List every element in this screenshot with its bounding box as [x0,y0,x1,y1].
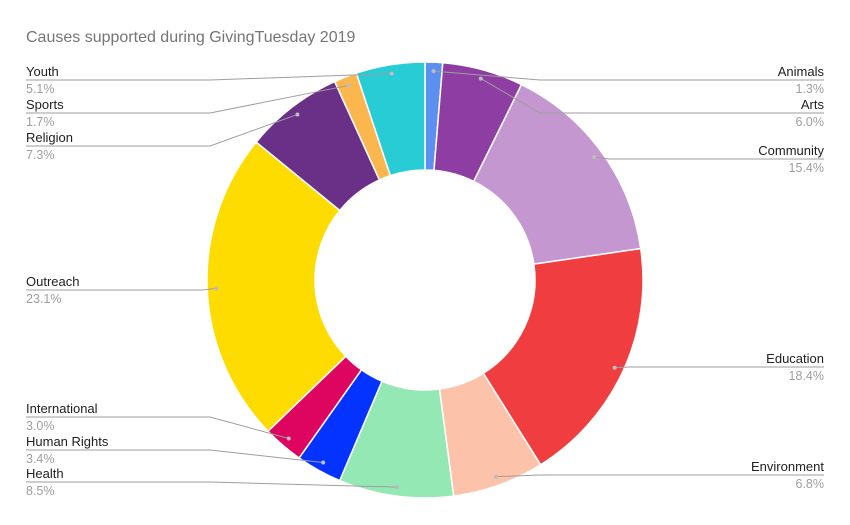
label-arts: Arts [801,97,825,112]
percent-international: 3.0% [26,419,55,433]
leader-dot-human-rights [321,460,326,465]
leader-dot-international [286,436,291,441]
leader-line-health [26,481,397,488]
leader-dot-sports [346,83,351,88]
slice-youth[interactable] [355,61,426,177]
percent-youth: 5.1% [26,82,55,96]
leader-dot-arts [478,76,483,81]
label-sports: Sports [26,97,64,112]
leader-line-education [614,366,824,369]
chart-title: Causes supported during GivingTuesday 20… [26,29,355,46]
percent-animals: 1.3% [796,82,825,96]
percent-outreach: 23.1% [26,292,61,306]
leader-lines-group [26,69,824,490]
percent-environment: 6.8% [796,477,825,491]
leader-line-outreach [26,288,217,291]
leader-dot-environment [493,474,498,479]
label-religion: Religion [26,130,73,145]
label-human-rights: Human Rights [26,434,109,449]
leader-dot-community [592,155,597,160]
leader-dot-youth [389,71,394,76]
percent-religion: 7.3% [26,148,55,162]
leader-line-international [26,416,289,439]
leader-line-youth [26,73,392,81]
leader-dot-education [612,365,617,370]
percent-arts: 6.0% [796,115,825,129]
labels-group: Animals 1.3%Arts 6.0% Community 15.4% Educati… [26,64,824,498]
label-youth: Youth [26,64,59,79]
leader-line-sports [26,84,349,114]
percent-sports: 1.7% [26,115,55,129]
leader-line-community [594,156,824,160]
leader-line-human-rights [26,449,324,464]
label-environment: Environment [751,459,824,474]
label-international: International [26,401,98,416]
label-community: Community [758,143,824,158]
label-education: Education [766,351,824,366]
leader-dot-animals [431,69,436,74]
leader-line-environment [495,474,824,478]
leader-line-animals [433,70,824,81]
leader-dot-religion [295,112,300,117]
percent-education: 18.4% [789,369,824,383]
slice-community[interactable] [472,83,642,266]
percent-community: 15.4% [789,161,824,175]
percent-human-rights: 3.4% [26,452,55,466]
leader-dot-outreach [214,286,219,291]
percent-health: 8.5% [26,484,55,498]
slice-education[interactable] [482,247,644,466]
label-health: Health [26,466,64,481]
leader-line-religion [26,113,298,147]
label-animals: Animals [778,64,825,79]
leader-dot-health [394,485,399,490]
slices-group [206,61,644,499]
leader-line-arts [480,78,824,114]
slice-outreach[interactable] [206,141,347,433]
label-outreach: Outreach [26,274,79,289]
